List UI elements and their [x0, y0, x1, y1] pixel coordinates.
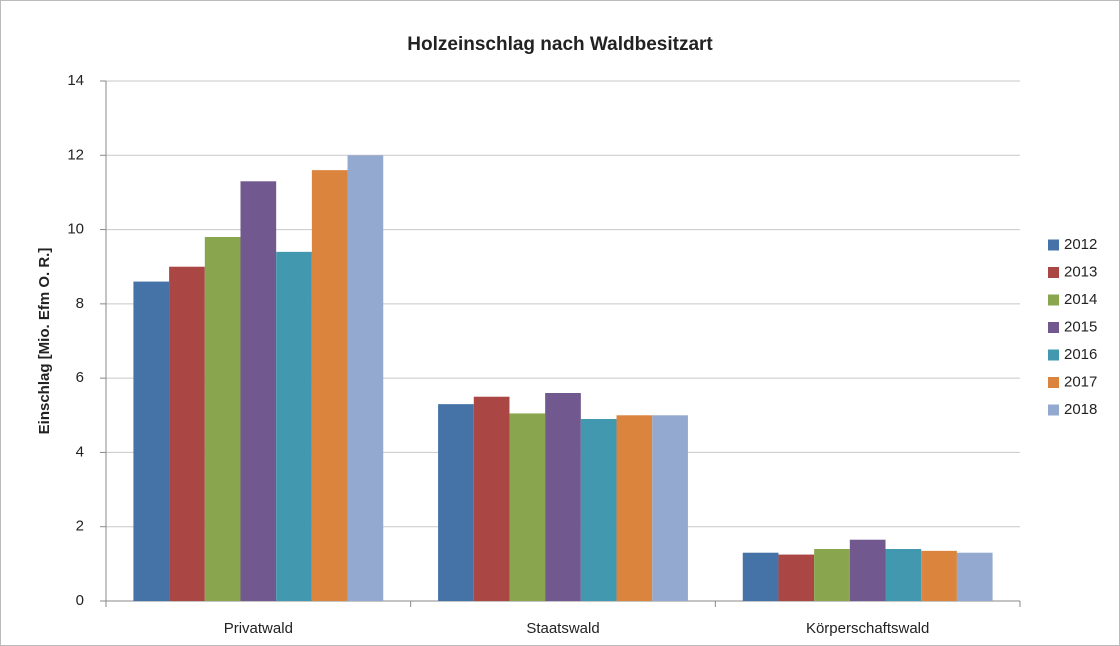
bar [616, 415, 653, 601]
legend-label: 2012 [1064, 236, 1097, 253]
bar [473, 396, 510, 601]
x-tick-label: Staatswald [526, 620, 599, 637]
y-tick-label: 10 [67, 221, 84, 238]
legend-label: 2013 [1064, 263, 1097, 280]
legend-swatch [1048, 239, 1059, 251]
bar [240, 181, 277, 602]
y-tick-label: 8 [76, 295, 84, 312]
bar [311, 170, 348, 601]
bar [545, 393, 581, 601]
chart-title: Holzeinschlag nach Waldbesitzart [407, 34, 713, 55]
legend-swatch [1048, 377, 1059, 388]
y-tick-label: 6 [76, 369, 84, 386]
y-tick-label: 2 [76, 518, 84, 535]
bar [509, 413, 546, 601]
legend-swatch [1048, 294, 1059, 306]
legend-label: 2014 [1064, 291, 1097, 308]
bar [814, 549, 850, 601]
legend-swatch [1048, 322, 1059, 333]
legend-label: 2015 [1064, 318, 1097, 335]
bar [742, 552, 779, 601]
legend-label: 2016 [1064, 346, 1097, 363]
bar [276, 251, 312, 601]
bar [169, 266, 205, 601]
bar [652, 415, 688, 601]
x-tick-label: Körperschaftswald [806, 620, 929, 637]
y-tick-label: 12 [67, 146, 84, 163]
bar [438, 404, 474, 601]
bar [921, 550, 957, 601]
bar [885, 549, 922, 601]
legend-swatch [1048, 267, 1059, 278]
legend-label: 2017 [1064, 373, 1097, 390]
y-tick-label: 14 [67, 72, 84, 89]
y-tick-label: 4 [76, 443, 84, 460]
x-tick-label: Privatwald [224, 620, 293, 637]
bar [204, 237, 241, 601]
bar [347, 155, 384, 602]
legend-swatch [1048, 404, 1059, 416]
bar [133, 281, 170, 601]
y-tick-label: 0 [76, 592, 84, 609]
legend-label: 2018 [1064, 401, 1097, 418]
bar [849, 539, 886, 601]
bar [956, 552, 993, 601]
y-axis-label: Einschlag [Mio. Efm O. R.] [36, 248, 53, 435]
bar [580, 419, 617, 601]
bar [778, 554, 815, 601]
legend-swatch [1048, 349, 1059, 361]
